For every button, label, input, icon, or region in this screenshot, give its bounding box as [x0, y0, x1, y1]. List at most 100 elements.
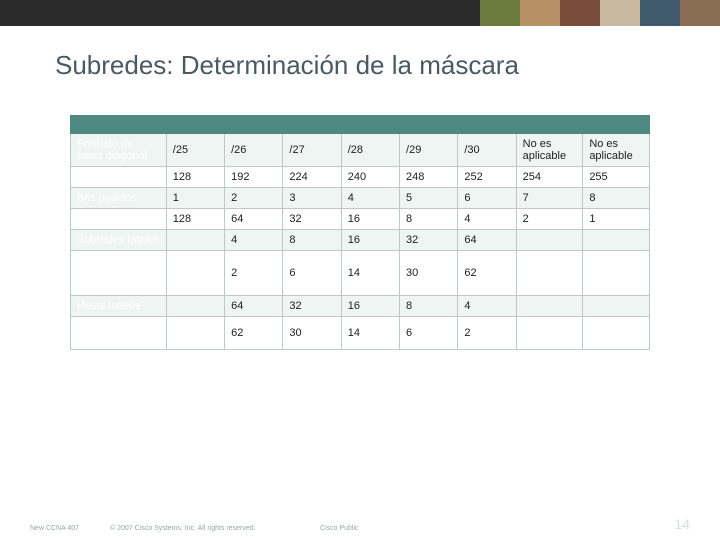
cell: 16 [341, 230, 399, 251]
photo-swatch [680, 0, 720, 26]
table-header-cell [71, 116, 167, 134]
footer-code: New CCNA 407 [30, 525, 110, 532]
table-row: Subredes totales 48163264 [71, 230, 650, 251]
cell: No es aplicable [516, 134, 583, 167]
cell: 30 [400, 251, 458, 296]
cell: 62 [458, 251, 516, 296]
cell: 8 [583, 188, 650, 209]
photo-swatch [520, 0, 560, 26]
photo-swatch [600, 0, 640, 26]
slide-title: Subredes: Determinación de la máscara [55, 50, 680, 81]
cell: 254 [516, 167, 583, 188]
cell [583, 230, 650, 251]
cell [166, 296, 224, 317]
cell: No es aplicable [583, 134, 650, 167]
cell: 252 [458, 167, 516, 188]
cell: 64 [225, 209, 283, 230]
table-header-cell [516, 116, 583, 134]
cell: 4 [225, 230, 283, 251]
cell [516, 230, 583, 251]
cell: /28 [341, 134, 399, 167]
table-header-cell [166, 116, 224, 134]
cell: 8 [283, 230, 341, 251]
table-row: Bits pedidos12345678 [71, 188, 650, 209]
cell: 128 [166, 167, 224, 188]
top-bar [0, 0, 720, 26]
footer-copyright: © 2007 Cisco Systems, Inc. All rights re… [110, 525, 320, 532]
table-row: Valor1286432168421 [71, 209, 650, 230]
cell: /30 [458, 134, 516, 167]
page-number: 14 [674, 516, 690, 532]
cell: 1 [166, 188, 224, 209]
cell [166, 251, 224, 296]
cell: 4 [458, 296, 516, 317]
cell: /27 [283, 134, 341, 167]
table-header-cell [458, 116, 516, 134]
cell: 224 [283, 167, 341, 188]
cell [583, 296, 650, 317]
table-header-cell [583, 116, 650, 134]
cell: 6 [283, 251, 341, 296]
cell: 192 [225, 167, 283, 188]
cell [516, 296, 583, 317]
cell: 32 [400, 230, 458, 251]
table-row: Subredes que se pueden utilizar 26143062 [71, 251, 650, 296]
cell: 32 [283, 296, 341, 317]
table-row: Hosts que se pueden utilizar62301462 [71, 317, 650, 350]
row-label: Bits pedidos [71, 188, 167, 209]
cell: 240 [341, 167, 399, 188]
cell [516, 251, 583, 296]
cell: 4 [458, 209, 516, 230]
cell: 6 [458, 188, 516, 209]
cell: 255 [583, 167, 650, 188]
photo-strip [480, 0, 720, 26]
table-row: Hosts totales64321684 [71, 296, 650, 317]
row-label: Valor [71, 209, 167, 230]
row-label: Subredes que se pueden utilizar [71, 251, 167, 296]
cell: 3 [283, 188, 341, 209]
cell: 14 [341, 251, 399, 296]
cell: 2 [225, 188, 283, 209]
table-row: Formato de barra diagonal/25/26/27/28/29… [71, 134, 650, 167]
cell: 2 [225, 251, 283, 296]
cell: 7 [516, 188, 583, 209]
table-header-cell [225, 116, 283, 134]
cell: 14 [341, 317, 399, 350]
cell: 128 [166, 209, 224, 230]
cell: /29 [400, 134, 458, 167]
row-label: Hosts que se pueden utilizar [71, 317, 167, 350]
table-body: Formato de barra diagonal/25/26/27/28/29… [71, 134, 650, 350]
table-header-cell [283, 116, 341, 134]
cell: /26 [225, 134, 283, 167]
table-header-row [71, 116, 650, 134]
cell: 64 [225, 296, 283, 317]
cell: 8 [400, 209, 458, 230]
cell: 62 [225, 317, 283, 350]
cell: 2 [516, 209, 583, 230]
row-label: Formato de barra diagonal [71, 134, 167, 167]
cell [516, 317, 583, 350]
cell: 8 [400, 296, 458, 317]
table-header-cell [400, 116, 458, 134]
row-label: Máscara [71, 167, 167, 188]
photo-swatch [560, 0, 600, 26]
photo-swatch [480, 0, 520, 26]
cell: 64 [458, 230, 516, 251]
cell: 1 [583, 209, 650, 230]
slide: Subredes: Determinación de la máscara [0, 0, 720, 540]
table-header-cell [341, 116, 399, 134]
cell [583, 251, 650, 296]
cell [583, 317, 650, 350]
photo-swatch [640, 0, 680, 26]
cell: 248 [400, 167, 458, 188]
cell: 30 [283, 317, 341, 350]
footer: New CCNA 407 © 2007 Cisco Systems, Inc. … [30, 525, 690, 532]
cell [166, 317, 224, 350]
cell: /25 [166, 134, 224, 167]
cell [166, 230, 224, 251]
row-label: Subredes totales [71, 230, 167, 251]
cell: 6 [400, 317, 458, 350]
subnet-table-wrap: Formato de barra diagonal/25/26/27/28/29… [70, 115, 650, 350]
cell: 2 [458, 317, 516, 350]
cell: 5 [400, 188, 458, 209]
